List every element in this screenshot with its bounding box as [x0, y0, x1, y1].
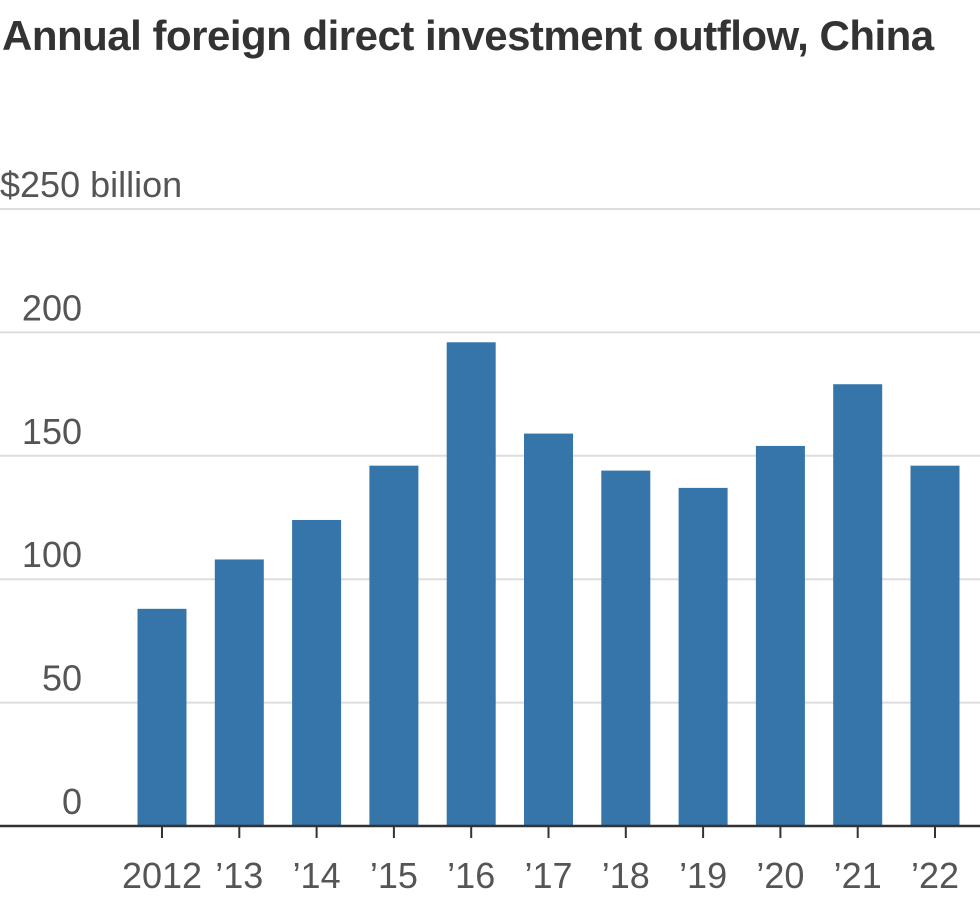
bars [137, 342, 960, 826]
bar-7 [678, 487, 728, 826]
bar-4 [446, 342, 496, 826]
bar-9 [833, 384, 883, 826]
y-tick-label: 0 [62, 781, 82, 822]
bar-1 [214, 559, 264, 826]
x-tick-label: ’15 [370, 855, 418, 896]
x-tick-label: ’17 [524, 855, 572, 896]
bar-0 [137, 608, 187, 826]
bar-3 [369, 465, 419, 826]
x-tick-label: ’22 [911, 855, 959, 896]
x-tick-label: 2012 [122, 855, 202, 896]
y-tick-label: 100 [22, 534, 82, 575]
chart-title: Annual foreign direct investment outflow… [2, 12, 934, 59]
bar-10 [910, 465, 960, 826]
bar-5 [524, 433, 573, 826]
x-tick-label: ’20 [756, 855, 804, 896]
x-tick-label: ’13 [215, 855, 263, 896]
bar-2 [292, 519, 342, 826]
x-tick-label: ’19 [679, 855, 727, 896]
x-tick-label: ’21 [834, 855, 882, 896]
x-tick-label: ’18 [602, 855, 650, 896]
y-tick-label: 50 [42, 658, 82, 699]
x-axis-ticks: 2012 ’13 ’14 ’15 ’16 ’17 ’18 ’19 ’20 ’21 ’22 [122, 826, 959, 896]
y-unit-label: $250 billion [0, 164, 182, 205]
y-axis-ticks: 0 50 100 150 200 $250 billion [0, 164, 182, 822]
x-tick-label: ’14 [293, 855, 341, 896]
y-tick-label: 150 [22, 411, 82, 452]
bar-6 [601, 470, 651, 826]
bar-8 [755, 445, 805, 826]
x-tick-label: ’16 [447, 855, 495, 896]
y-tick-label: 200 [22, 287, 82, 328]
